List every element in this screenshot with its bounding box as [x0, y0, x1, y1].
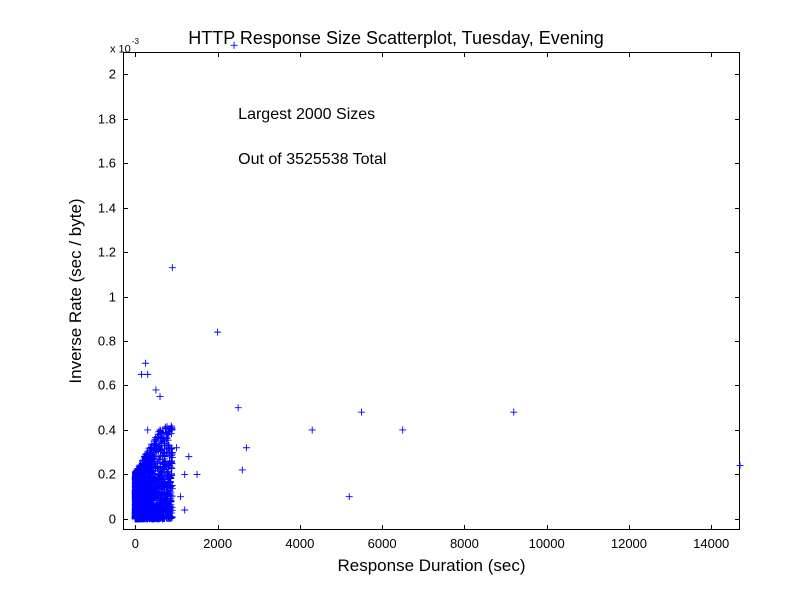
y-tick-mark: [735, 74, 740, 75]
y-tick-mark: [123, 163, 128, 164]
y-tick-label: 0.8: [98, 334, 116, 349]
x-tick-label: 12000: [611, 536, 647, 551]
x-tick-label: 2000: [203, 536, 232, 551]
x-tick-mark: [711, 525, 712, 530]
y-tick-label: 1.2: [98, 245, 116, 260]
x-tick-mark: [218, 52, 219, 57]
y-tick-label: 1.6: [98, 156, 116, 171]
x-tick-mark: [135, 52, 136, 57]
y-tick-mark: [735, 474, 740, 475]
x-tick-mark: [135, 525, 136, 530]
y-tick-label: 0: [109, 511, 116, 526]
y-tick-mark: [735, 341, 740, 342]
x-tick-mark: [382, 525, 383, 530]
scatter-points-layer: [0, 0, 792, 612]
y-tick-label: 0.4: [98, 422, 116, 437]
x-tick-mark: [711, 52, 712, 57]
y-tick-mark: [123, 474, 128, 475]
x-tick-label: 4000: [285, 536, 314, 551]
y-axis-label: Inverse Rate (sec / byte): [66, 198, 86, 383]
x-tick-mark: [629, 525, 630, 530]
y-tick-label: 1.4: [98, 200, 116, 215]
x-tick-label: 8000: [450, 536, 479, 551]
x-tick-mark: [382, 52, 383, 57]
y-tick-mark: [735, 208, 740, 209]
x-tick-mark: [547, 525, 548, 530]
x-tick-mark: [218, 525, 219, 530]
scatterplot-figure: HTTP Response Size Scatterplot, Tuesday,…: [0, 0, 792, 612]
y-tick-mark: [735, 252, 740, 253]
y-tick-label: 2: [109, 67, 116, 82]
y-tick-mark: [735, 519, 740, 520]
y-tick-mark: [735, 297, 740, 298]
y-tick-mark: [123, 74, 128, 75]
y-tick-mark: [735, 430, 740, 431]
y-tick-label: 1: [109, 289, 116, 304]
y-tick-mark: [123, 519, 128, 520]
x-tick-label: 0: [132, 536, 139, 551]
y-tick-label: 0.2: [98, 467, 116, 482]
x-tick-mark: [300, 52, 301, 57]
x-tick-label: 6000: [368, 536, 397, 551]
y-tick-mark: [123, 252, 128, 253]
x-tick-mark: [547, 52, 548, 57]
x-tick-mark: [464, 52, 465, 57]
x-tick-mark: [464, 525, 465, 530]
y-tick-mark: [123, 119, 128, 120]
y-tick-mark: [735, 385, 740, 386]
chart-annotation: Out of 3525538 Total: [238, 151, 386, 169]
y-tick-mark: [735, 119, 740, 120]
y-tick-mark: [123, 297, 128, 298]
y-tick-mark: [123, 341, 128, 342]
x-tick-mark: [300, 525, 301, 530]
x-tick-mark: [629, 52, 630, 57]
y-tick-mark: [123, 430, 128, 431]
y-tick-label: 0.6: [98, 378, 116, 393]
y-tick-mark: [123, 385, 128, 386]
x-axis-label: Response Duration (sec): [337, 556, 525, 576]
x-tick-label: 10000: [529, 536, 565, 551]
chart-annotation: Largest 2000 Sizes: [238, 106, 375, 124]
y-tick-label: 1.8: [98, 111, 116, 126]
y-tick-mark: [123, 208, 128, 209]
y-tick-mark: [735, 163, 740, 164]
x-tick-label: 14000: [693, 536, 729, 551]
